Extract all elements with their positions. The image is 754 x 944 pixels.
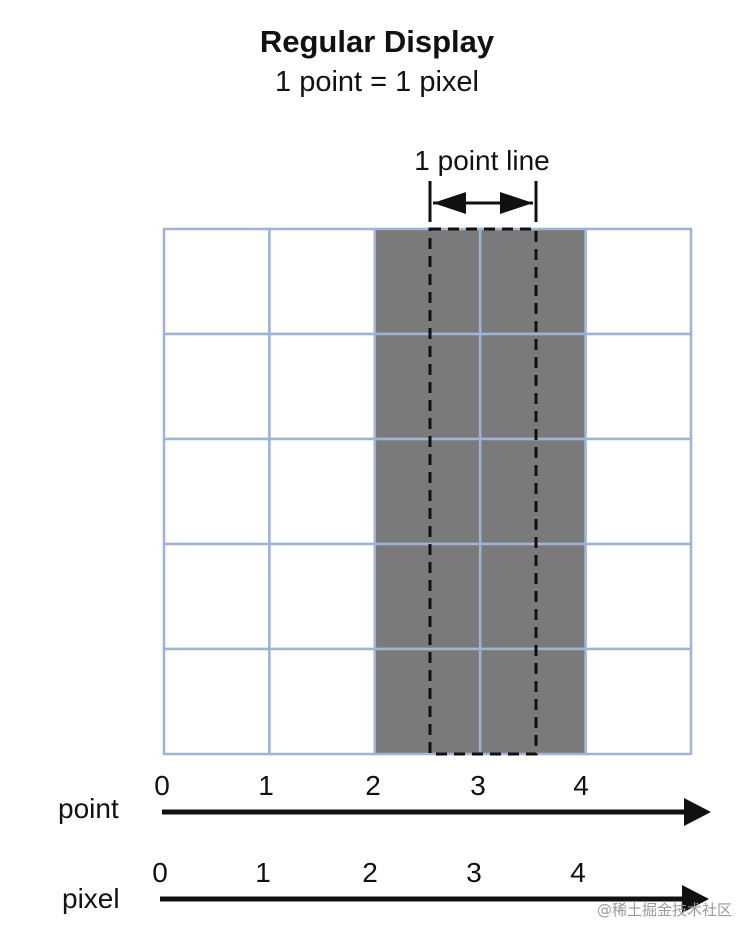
pixel-cell (268, 332, 377, 441)
point-axis-label: point (58, 793, 119, 824)
pixel-cell (162, 332, 271, 441)
pixel-cell (268, 647, 377, 756)
pixel-tick-label: 4 (570, 857, 586, 888)
point-tick-label: 1 (258, 770, 274, 801)
point-tick-label: 4 (573, 770, 589, 801)
point-line-outline (428, 227, 538, 756)
pixel-cell-filled (478, 437, 587, 546)
diagram-title: Regular Display (259, 24, 495, 59)
pixel-cell (268, 437, 377, 546)
pixel-cell-filled (373, 227, 482, 336)
point-axis: point 0 1 2 3 4 (58, 770, 711, 826)
pixel-axis-arrow-icon (682, 885, 709, 913)
pixel-cell (162, 227, 271, 336)
pixel-cell (584, 227, 693, 336)
pixel-cell-filled (373, 542, 482, 651)
pixel-cell (268, 542, 377, 651)
dimension-arrow-left-icon (433, 192, 466, 214)
pixel-cell (162, 437, 271, 546)
pixel-axis: pixel 0 1 2 3 4 (62, 857, 709, 914)
point-tick-label: 3 (470, 770, 486, 801)
pixel-grid (162, 227, 693, 756)
pixel-cell-filled (373, 647, 482, 756)
pixel-cell-filled (478, 332, 587, 441)
pixel-tick-label: 0 (152, 857, 168, 888)
pixel-cell (584, 542, 693, 651)
pixel-axis-label: pixel (62, 883, 120, 914)
pixel-cell (584, 332, 693, 441)
pixel-cell-filled (478, 542, 587, 651)
point-tick-label: 0 (154, 770, 170, 801)
pixel-tick-label: 1 (255, 857, 271, 888)
pixel-cell-filled (373, 437, 482, 546)
pixel-cell (584, 437, 693, 546)
point-line-label: 1 point line (414, 145, 549, 176)
diagram-subtitle: 1 point = 1 pixel (275, 66, 479, 98)
point-tick-label: 2 (365, 770, 381, 801)
point-axis-arrow-icon (684, 798, 711, 826)
pixel-cell-filled (478, 227, 587, 336)
pixel-cell (162, 542, 271, 651)
pixel-tick-label: 2 (362, 857, 378, 888)
pixel-cell-filled (373, 332, 482, 441)
pixel-tick-label: 3 (466, 857, 482, 888)
pixel-cell (162, 647, 271, 756)
pixel-cell-filled (478, 647, 587, 756)
pixel-cell (268, 227, 377, 336)
dimension-arrow-right-icon (500, 192, 533, 214)
watermark: @稀土掘金技术社区 (596, 901, 732, 919)
pixel-cell (584, 647, 693, 756)
